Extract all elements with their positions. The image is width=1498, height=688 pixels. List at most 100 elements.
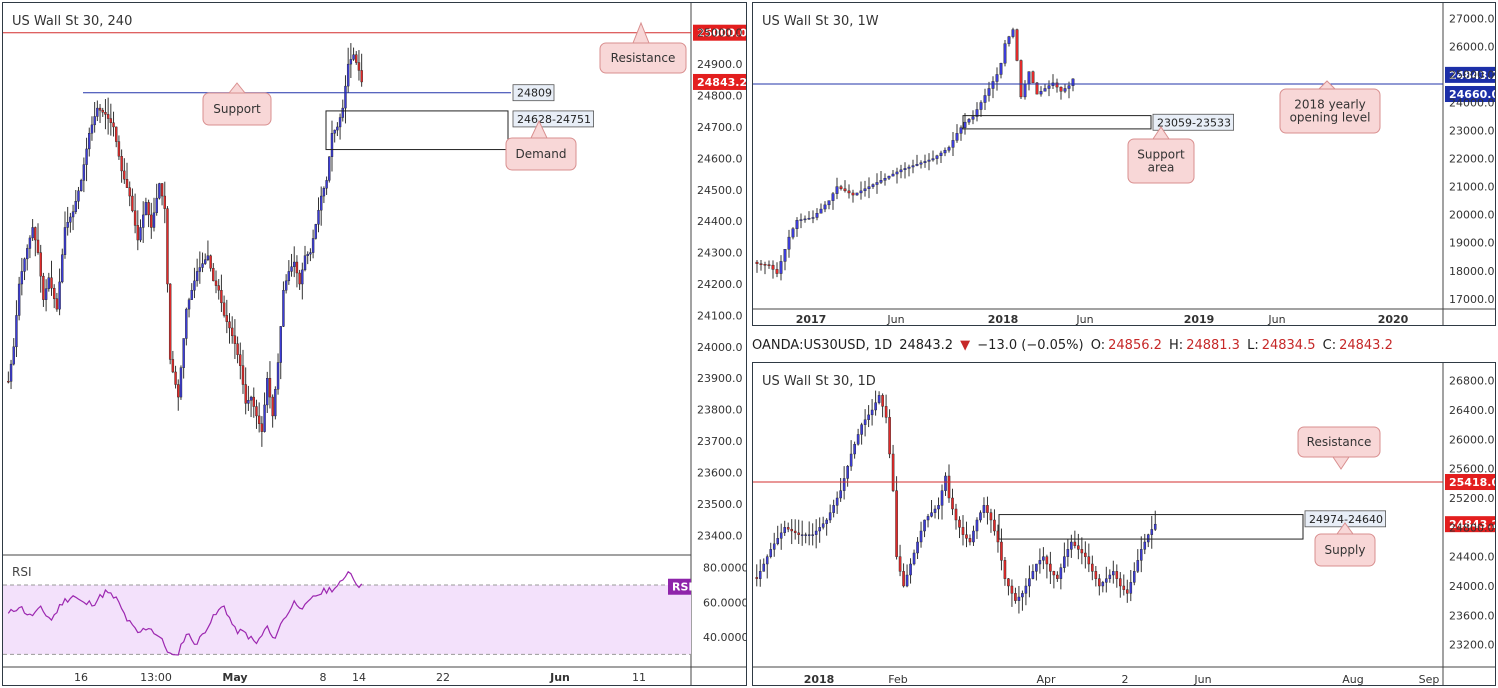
candle-body — [867, 186, 871, 189]
time-tick: 2017 — [796, 313, 827, 326]
candle-body — [257, 415, 261, 424]
candle-body — [1080, 549, 1084, 554]
candle-body — [881, 395, 884, 407]
candle-body — [1031, 71, 1035, 84]
candle-body — [295, 261, 299, 274]
candle-body — [1067, 85, 1071, 89]
candle-body — [1010, 585, 1014, 594]
candle-body — [36, 239, 40, 253]
candle-body — [1101, 582, 1105, 587]
candle-body — [947, 147, 951, 151]
price-tick: 24200.0 — [697, 278, 743, 291]
resistance-price-tag: 25000.0 — [697, 27, 747, 40]
candle-body — [814, 530, 818, 535]
candle-body — [330, 133, 334, 157]
candle-body — [863, 419, 867, 425]
candle-body — [1119, 578, 1122, 587]
candle-body — [1024, 585, 1028, 594]
resistance-callout-box — [1297, 426, 1381, 458]
daily-chart[interactable]: 25418.0 Resistance 24974-24640 Supply 24843.… — [753, 363, 1496, 686]
close-value: 24843.2 — [1339, 338, 1393, 353]
candle-body — [314, 224, 318, 239]
price-tick: 25000.0 — [697, 27, 743, 40]
weekly-chart-panel[interactable]: 24660.0 24843.2 23059-23533 2018 yearly open… — [752, 2, 1496, 326]
candle-body — [883, 178, 887, 181]
price-tick: 23600.0 — [697, 466, 743, 479]
candle-body — [158, 183, 161, 199]
time-tick: 2020 — [1378, 313, 1409, 326]
h4-chart[interactable]: 25000.0 Resistance 24809 Support 24628-24751… — [3, 3, 747, 686]
candle-body — [55, 298, 59, 310]
candle-body — [951, 497, 954, 510]
candle-body — [220, 290, 223, 304]
candle-body — [915, 164, 919, 166]
time-tick: Feb — [888, 673, 907, 686]
candle-body — [919, 162, 923, 165]
candle-body — [759, 263, 763, 265]
candle-body — [843, 188, 847, 192]
candle-body — [228, 321, 231, 329]
candle-body — [903, 168, 907, 171]
candle-body — [9, 363, 13, 382]
time-tick: 16 — [74, 671, 88, 684]
candle-body — [212, 268, 215, 282]
candle-body — [1146, 534, 1150, 543]
candle-body — [776, 538, 780, 545]
weekly-chart[interactable]: 24660.0 24843.2 23059-23533 2018 yearlyopen… — [753, 3, 1496, 326]
candle-body — [12, 346, 15, 365]
candle-body — [884, 406, 888, 418]
candle-body — [855, 192, 859, 196]
support-callout-box — [202, 92, 272, 126]
candle-body — [174, 371, 177, 385]
candle-body — [341, 107, 344, 118]
candle-body — [15, 315, 18, 348]
daily-chart-panel[interactable]: 25418.0 Resistance 24974-24640 Supply 24843.… — [752, 362, 1496, 686]
candle-body — [972, 530, 975, 543]
candle-body — [71, 211, 75, 218]
candle-body — [874, 402, 877, 411]
candle-body — [821, 523, 825, 528]
chart-title: US Wall St 30, 240 — [12, 14, 132, 29]
candle-body — [795, 220, 799, 229]
candle-body — [17, 283, 21, 316]
candle-body — [179, 367, 183, 398]
candle-body — [287, 271, 291, 282]
candle-body — [947, 475, 951, 499]
yearly-open-callout: 2018 yearly — [1294, 98, 1366, 112]
time-tick: 13:00 — [140, 671, 172, 684]
candle-body — [128, 187, 131, 197]
candle-body — [940, 490, 944, 506]
price-tick: 23400.0 — [697, 529, 743, 542]
candle-body — [968, 538, 972, 543]
candle-body — [905, 574, 909, 587]
price-tick: 24300.0 — [697, 247, 743, 260]
candle-body — [859, 190, 863, 194]
open-label: O: — [1090, 338, 1106, 353]
candle-body — [217, 285, 220, 291]
candle-body — [58, 281, 61, 310]
candle-body — [230, 327, 234, 337]
demand-callout: Demand — [516, 147, 567, 161]
candle-body — [963, 121, 967, 128]
candle-body — [818, 527, 821, 532]
candle-body — [807, 534, 811, 536]
candle-body — [166, 208, 169, 285]
candle-body — [23, 258, 26, 272]
h4-chart-panel[interactable]: 25000.0 Resistance 24809 Support 24628-24751… — [2, 2, 747, 686]
candle-body — [244, 384, 247, 404]
time-tick: Jun — [886, 313, 904, 326]
last-price-tag-bg — [1445, 516, 1495, 533]
price-tick: 24700.0 — [697, 121, 743, 134]
resistance-callout: Resistance — [1307, 435, 1372, 449]
candle-body — [779, 261, 783, 274]
candle-body — [123, 170, 126, 180]
candle-body — [933, 508, 937, 513]
demand-label: 24628-24751 — [517, 113, 591, 126]
candle-body — [771, 264, 775, 270]
candle-body — [927, 159, 931, 162]
candle-body — [916, 541, 919, 554]
candle-body — [131, 195, 134, 211]
candle-body — [177, 384, 180, 398]
support-area-label-bg — [1152, 113, 1234, 131]
time-tick: Jun — [549, 671, 570, 684]
